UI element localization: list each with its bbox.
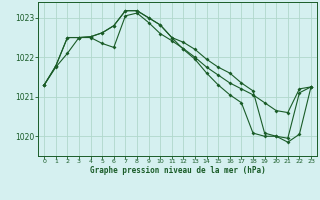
X-axis label: Graphe pression niveau de la mer (hPa): Graphe pression niveau de la mer (hPa) [90,166,266,175]
